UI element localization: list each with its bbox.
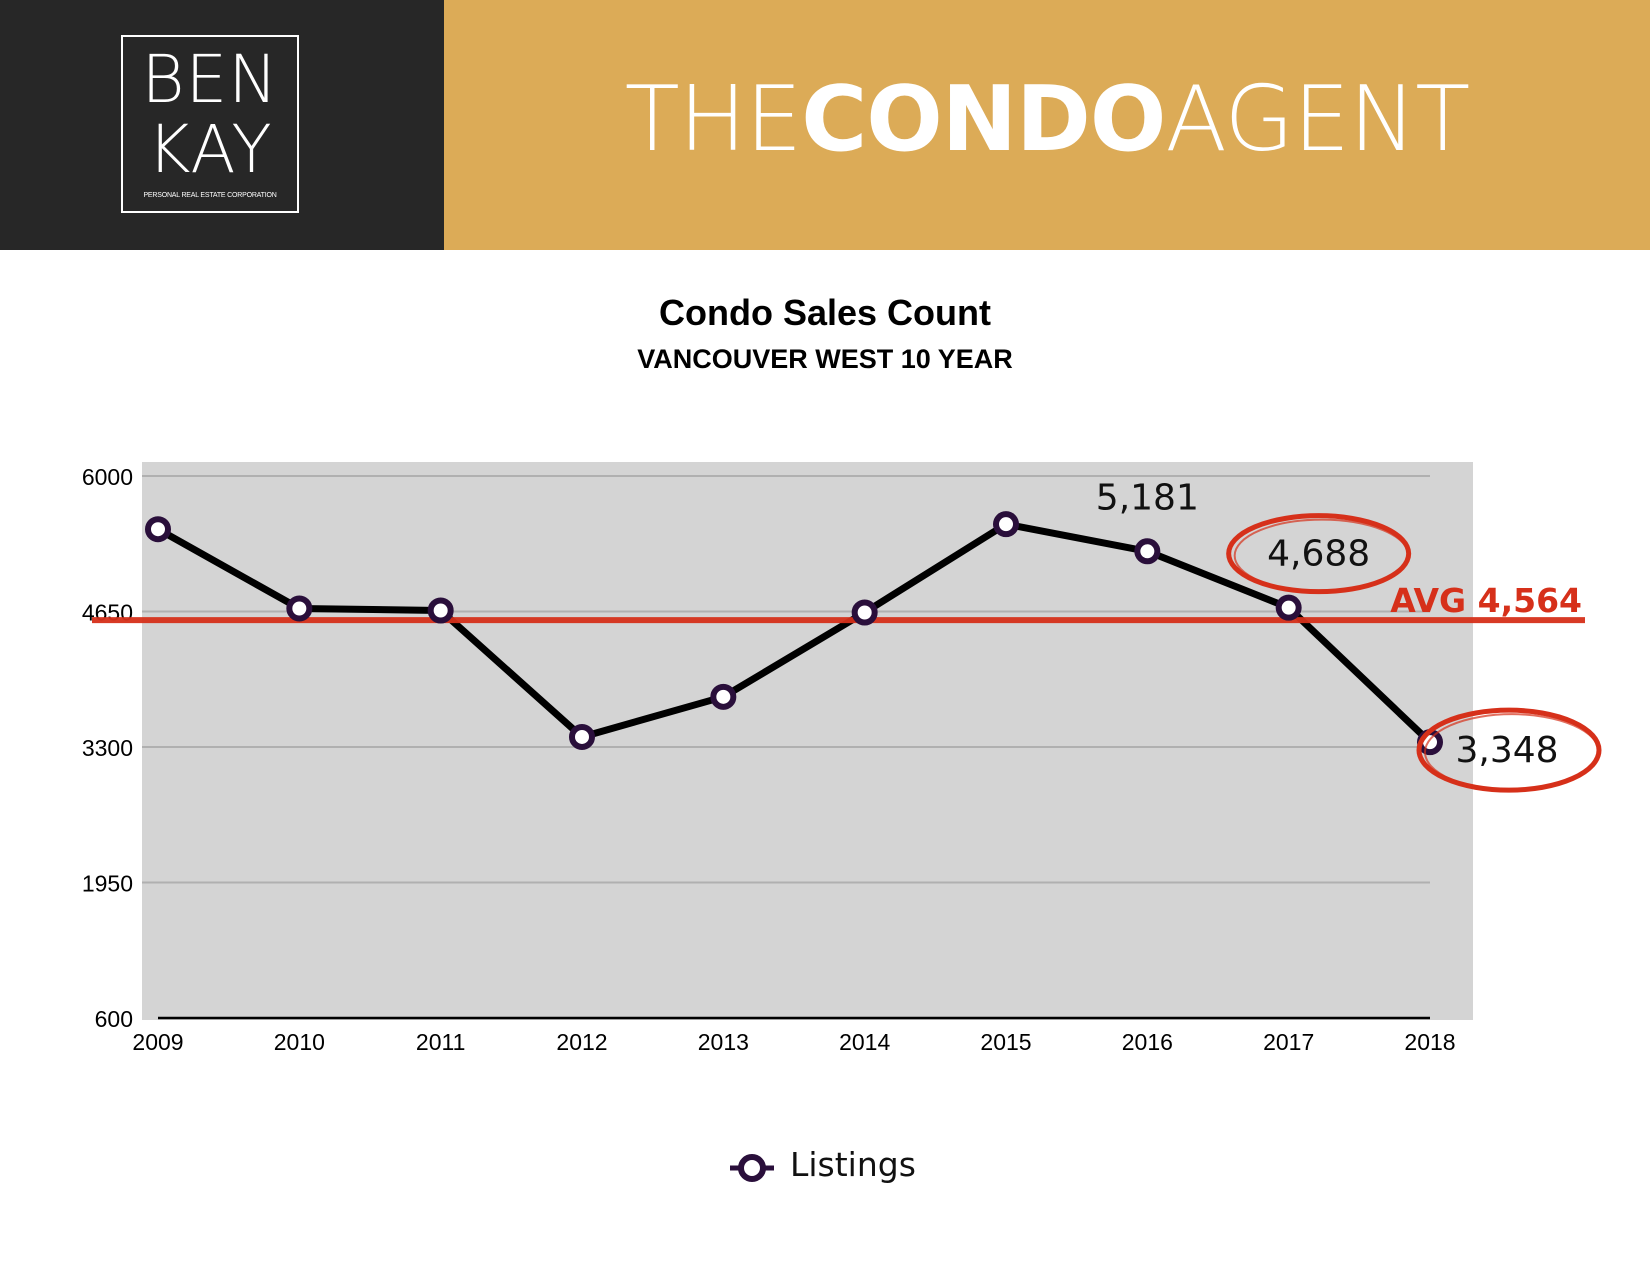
logo-subtitle: PERSONAL REAL ESTATE CORPORATION: [143, 192, 277, 199]
ring-marker-icon: [730, 1154, 774, 1182]
y-tick-label: 6000: [82, 464, 133, 490]
y-tick-label: 3300: [82, 735, 133, 761]
logo-line-1: BEN: [141, 41, 279, 118]
brand-part-agent: AGENT: [1165, 67, 1470, 172]
brand-part-the: THE: [624, 67, 803, 172]
header-banner: BEN KAY PERSONAL REAL ESTATE CORPORATION…: [0, 0, 1650, 250]
x-tick-label: 2017: [1263, 1029, 1314, 1055]
brand-part-condo: CONDO: [801, 67, 1166, 172]
y-tick-label: 1950: [82, 871, 133, 897]
annotation-circle: [1424, 713, 1600, 792]
data-point: [710, 683, 737, 710]
brand-panel: THECONDOAGENT: [444, 0, 1650, 250]
logo-panel: BEN KAY PERSONAL REAL ESTATE CORPORATION: [0, 0, 444, 250]
series-line: [154, 520, 1434, 746]
x-tick-label: 2018: [1404, 1029, 1455, 1055]
ben-kay-logo[interactable]: BEN KAY PERSONAL REAL ESTATE CORPORATION: [121, 35, 299, 213]
data-point: [851, 599, 878, 626]
y-tick-label: 600: [95, 1006, 133, 1032]
data-point: [286, 595, 313, 622]
data-label: 4,688: [1267, 534, 1370, 575]
data-label: 5,181: [1096, 477, 1199, 518]
x-tick-label: 2010: [274, 1029, 325, 1055]
data-point: [145, 516, 171, 543]
average-label: AVG 4,564: [1390, 581, 1582, 620]
brand-wordmark: THECONDOAGENT: [444, 70, 1650, 170]
chart-title: Condo Sales Count: [659, 292, 991, 333]
data-point: [993, 511, 1019, 538]
x-tick-label: 2015: [980, 1029, 1031, 1055]
x-tick-label: 2013: [698, 1029, 749, 1055]
data-point: [1275, 594, 1302, 621]
annotation-circle: [1233, 518, 1410, 593]
x-tick-label: 2009: [132, 1029, 183, 1055]
x-tick-label: 2012: [556, 1029, 607, 1055]
data-point: [1134, 538, 1161, 565]
legend-label: Listings: [790, 1145, 916, 1184]
data-point: [569, 723, 595, 750]
x-tick-label: 2011: [416, 1029, 465, 1055]
data-point: [427, 597, 454, 624]
x-tick-label: 2014: [839, 1029, 890, 1055]
chart-subtitle: VANCOUVER WEST 10 YEAR: [637, 344, 1013, 374]
logo-line-2: KAY: [147, 111, 273, 188]
plot-background: [142, 462, 1473, 1020]
data-label: 3,348: [1455, 730, 1558, 771]
x-tick-label: 2016: [1122, 1029, 1173, 1055]
